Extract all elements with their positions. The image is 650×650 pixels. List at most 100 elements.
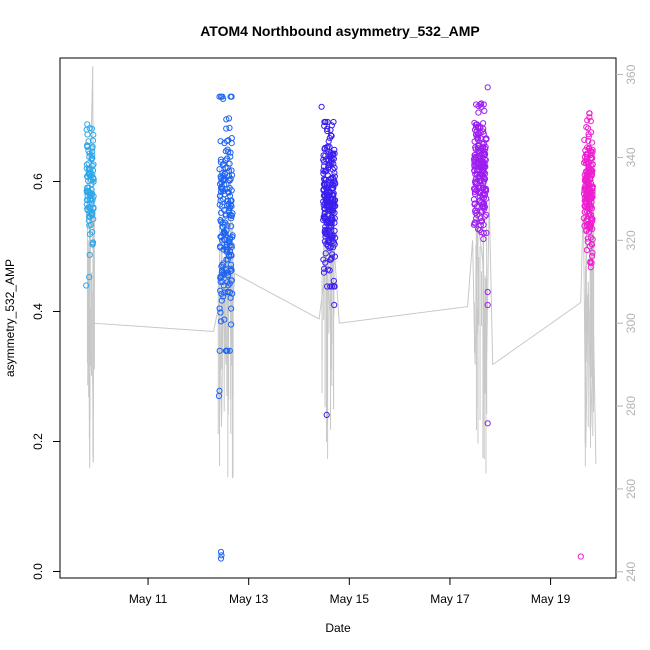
data-point (478, 103, 485, 111)
y2-tick-label: 300 (624, 313, 638, 333)
data-point (321, 211, 328, 218)
data-point (584, 144, 591, 151)
data-point (471, 190, 479, 197)
data-point-outlier (484, 84, 491, 91)
data-point-outlier (587, 118, 594, 125)
data-point-outlier (484, 301, 491, 309)
data-point-outlier (587, 264, 594, 271)
data-point (472, 209, 479, 216)
data-point (88, 125, 96, 132)
data-point (321, 176, 328, 184)
data-point (585, 202, 592, 209)
data-point (583, 151, 590, 158)
data-point (89, 229, 96, 236)
data-point (322, 259, 329, 266)
data-point (328, 283, 335, 290)
data-point (324, 125, 331, 132)
data-point (581, 187, 588, 194)
data-point (331, 178, 338, 185)
data-point (85, 138, 92, 145)
data-point (477, 215, 484, 222)
axes-layer: May 11 May 13 May 15 May 17 May 19 0.0 0.2 0.4 0… (31, 64, 638, 606)
data-point (582, 157, 589, 164)
data-point (589, 191, 596, 198)
data-point (479, 184, 486, 191)
data-point (321, 118, 328, 126)
data-point (219, 237, 226, 244)
data-point-outlier (218, 552, 225, 559)
data-point (327, 233, 334, 240)
data-point (225, 115, 233, 122)
data-point (89, 143, 96, 150)
chart-title: ATOM4 Northbound asymmetry_532_AMP (200, 23, 480, 39)
data-point (581, 171, 588, 178)
y-tick-label: 0.0 (31, 563, 45, 580)
x-tick-label: May 15 (330, 592, 370, 606)
data-point (226, 289, 233, 296)
y-tick-label: 0.6 (31, 173, 45, 190)
data-point (226, 177, 233, 184)
data-point-outlier (215, 392, 223, 400)
y-tick-label: 0.2 (31, 433, 45, 450)
data-point (228, 140, 235, 147)
data-point (327, 216, 334, 223)
data-point (228, 277, 235, 284)
data-point (86, 153, 93, 160)
data-point (470, 196, 478, 203)
data-point (588, 259, 595, 266)
data-point (85, 184, 92, 191)
data-point (89, 137, 97, 144)
data-point-outlier (323, 411, 330, 418)
data-point (84, 142, 91, 149)
data-point (326, 223, 333, 230)
data-point (476, 226, 483, 234)
y2-tick-label: 340 (624, 147, 638, 167)
data-point (218, 290, 225, 297)
data-point (217, 156, 224, 163)
data-point (220, 270, 227, 277)
data-point (228, 135, 235, 142)
data-point (89, 152, 96, 159)
data-point (328, 200, 335, 207)
data-point (480, 131, 487, 138)
data-point (587, 221, 595, 228)
data-point (330, 155, 337, 162)
data-point (322, 223, 329, 230)
data-point (217, 309, 224, 316)
data-point (220, 282, 227, 289)
data-point (220, 260, 227, 267)
data-point (478, 145, 485, 153)
data-point (226, 124, 233, 132)
data-point (327, 149, 334, 156)
data-point (223, 116, 230, 123)
data-point (586, 110, 593, 117)
data-point (228, 252, 235, 259)
data-point-outlier (228, 321, 235, 328)
data-point (584, 238, 591, 245)
data-point (221, 139, 228, 147)
data-point-outlier (89, 240, 96, 247)
x-tick-label: May 11 (129, 592, 168, 606)
data-point (88, 210, 95, 217)
data-point (217, 138, 224, 145)
data-point (326, 161, 333, 169)
data-point (218, 297, 225, 304)
data-point (331, 209, 338, 216)
data-point (325, 208, 332, 215)
data-point (218, 234, 225, 241)
data-point (475, 141, 482, 149)
data-point (324, 266, 331, 273)
data-point (475, 145, 482, 152)
data-point (584, 235, 591, 242)
data-point (589, 249, 596, 256)
data-point (327, 196, 335, 203)
data-point (223, 125, 230, 132)
data-point (224, 246, 231, 253)
y-tick-label: 0.4 (31, 303, 45, 320)
data-point (328, 122, 335, 129)
data-point (480, 235, 487, 243)
data-point (85, 166, 92, 173)
data-point (588, 193, 595, 201)
x-axis-label: Date (325, 621, 351, 635)
data-point (583, 217, 590, 224)
